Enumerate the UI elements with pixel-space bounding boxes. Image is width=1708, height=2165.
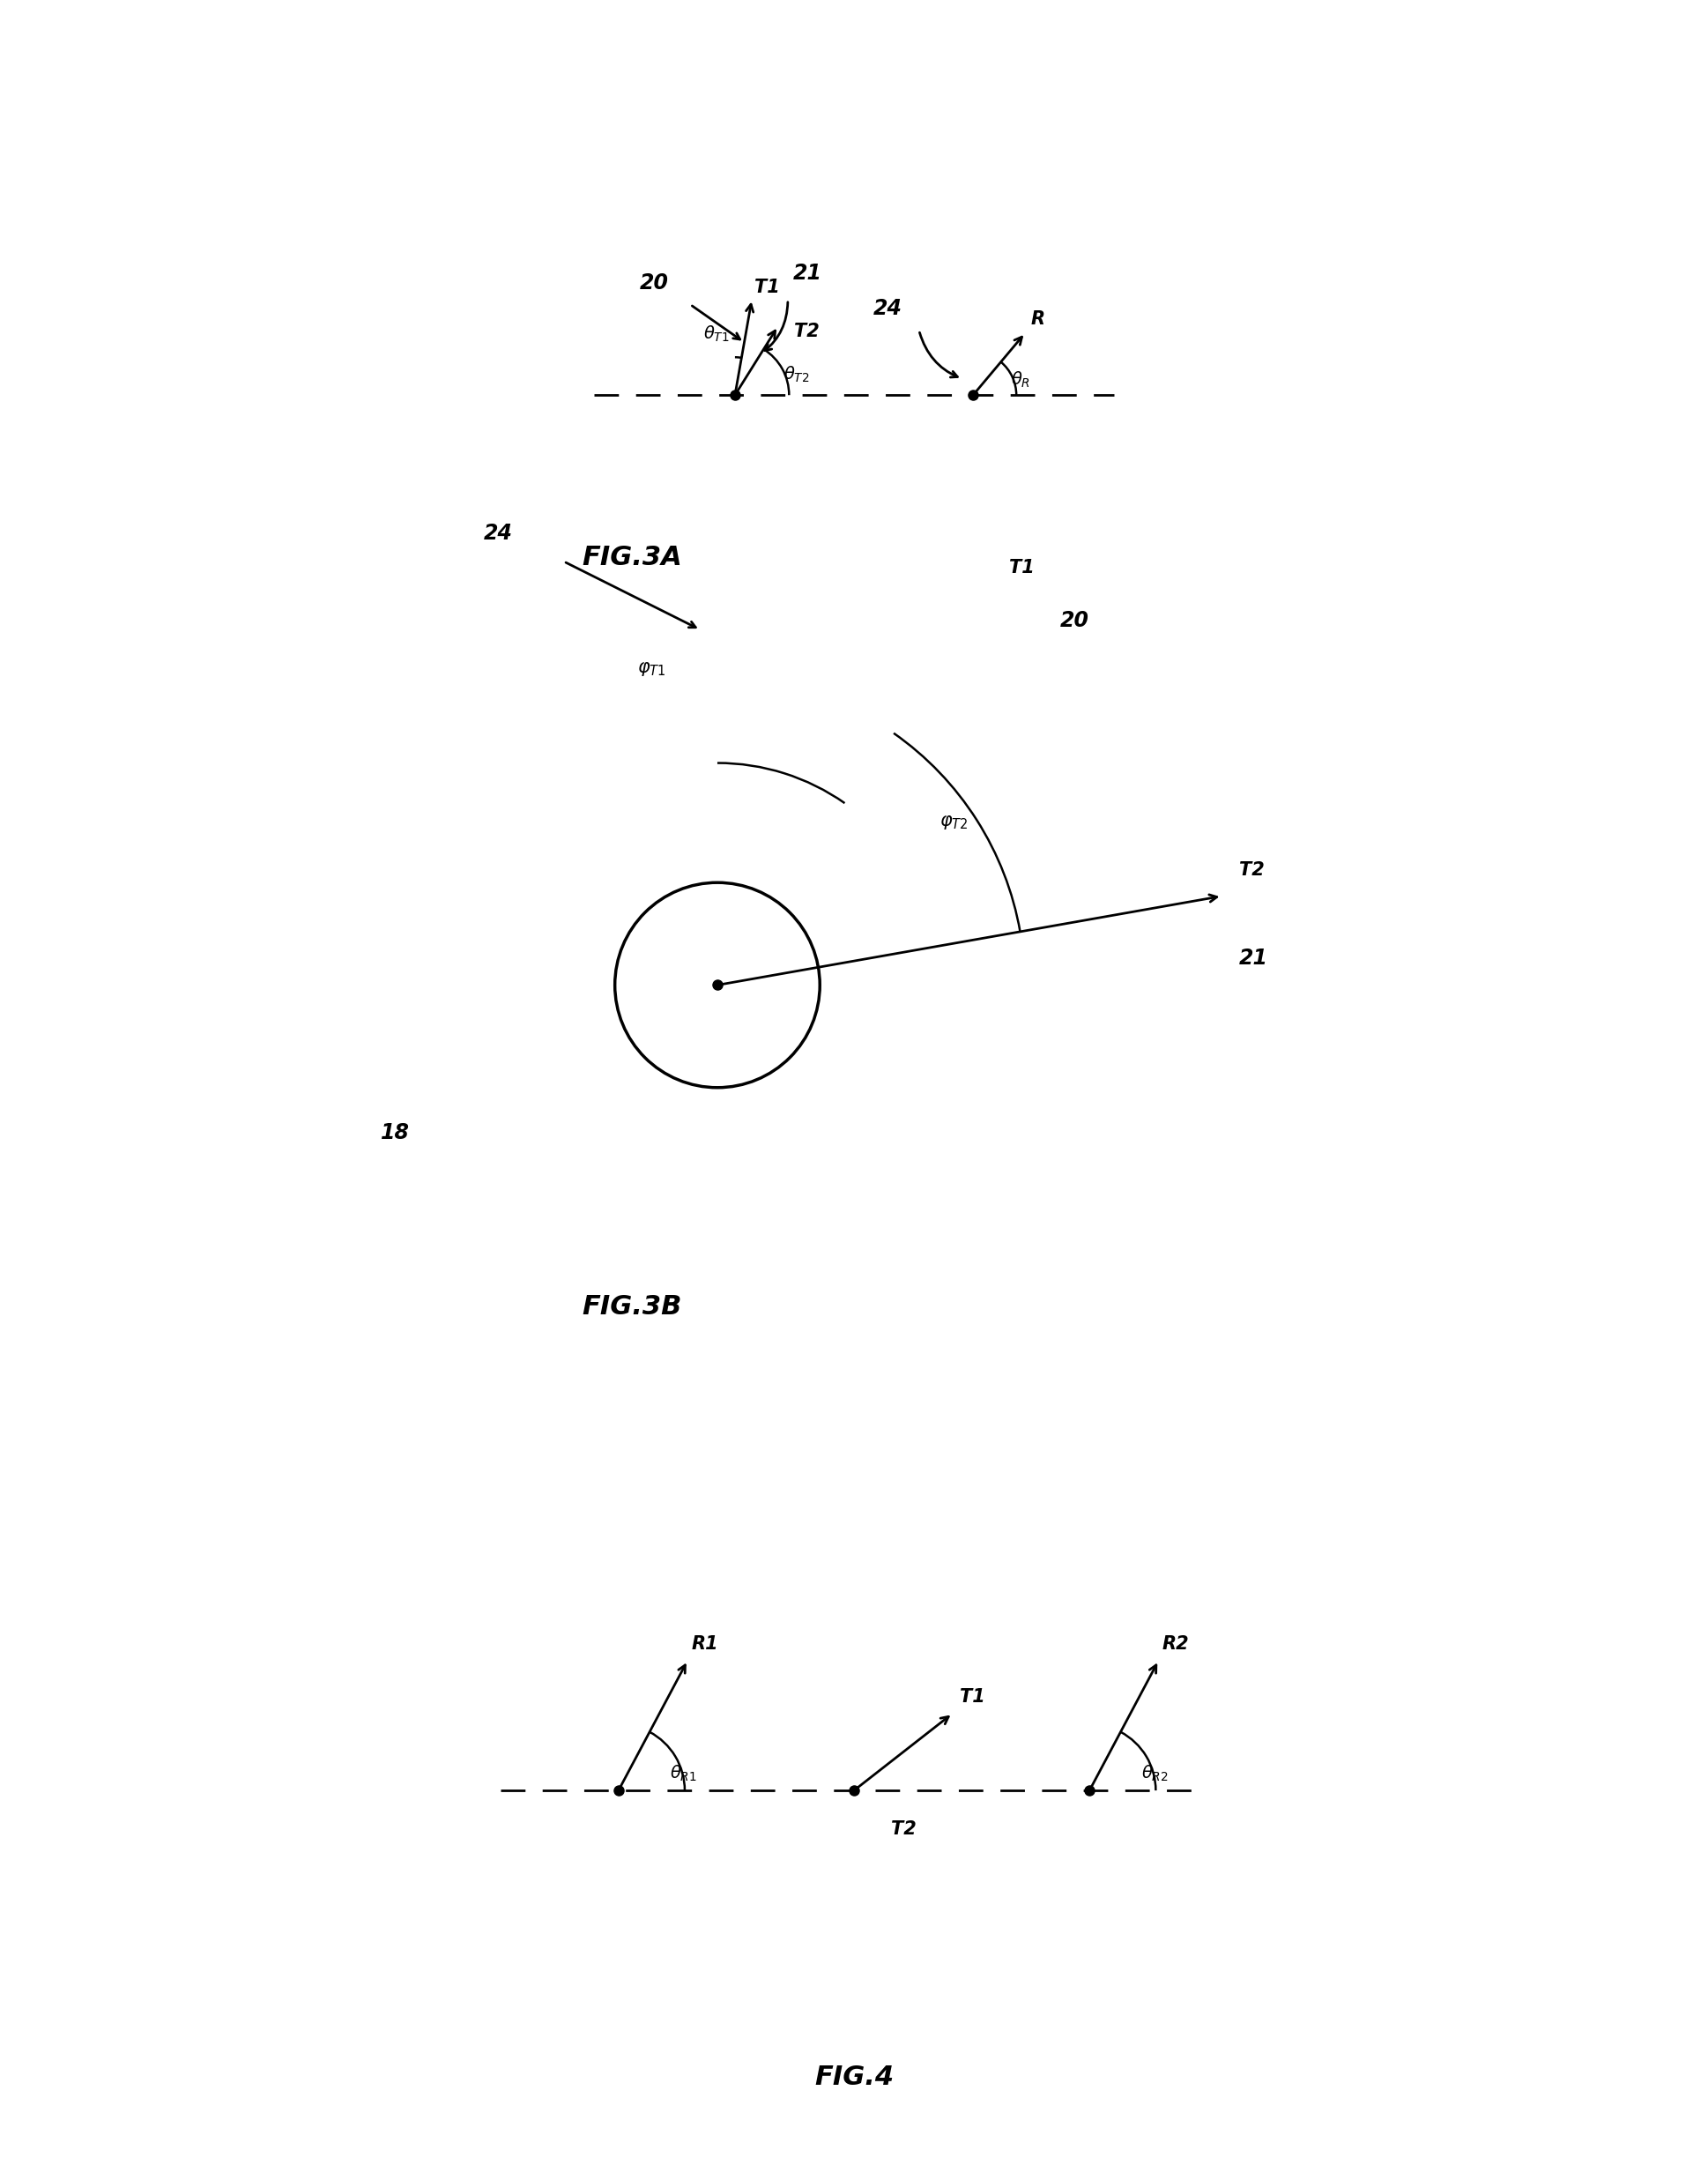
- Text: T2: T2: [890, 1821, 915, 1838]
- Text: FIG.4: FIG.4: [815, 2065, 893, 2091]
- Text: T1: T1: [960, 1689, 986, 1706]
- Text: R1: R1: [692, 1635, 719, 1654]
- Text: T2: T2: [794, 323, 820, 340]
- Text: R2: R2: [1161, 1635, 1189, 1654]
- Text: 21: 21: [793, 262, 822, 284]
- Text: $\varphi_{T1}$: $\varphi_{T1}$: [637, 660, 666, 678]
- Text: $\theta_{T1}$: $\theta_{T1}$: [704, 325, 729, 344]
- Text: T1: T1: [755, 279, 781, 297]
- Text: T1: T1: [1009, 559, 1033, 576]
- Text: $\theta_R$: $\theta_R$: [1011, 370, 1030, 390]
- Text: 18: 18: [381, 1121, 410, 1143]
- Text: FIG.3B: FIG.3B: [582, 1295, 681, 1318]
- Text: $\theta_{R1}$: $\theta_{R1}$: [670, 1764, 697, 1784]
- Text: 24: 24: [483, 524, 512, 543]
- Text: FIG.3A: FIG.3A: [582, 546, 681, 569]
- Text: $\varphi_{T2}$: $\varphi_{T2}$: [939, 814, 968, 831]
- Text: 24: 24: [873, 299, 904, 320]
- Text: R: R: [1030, 310, 1045, 327]
- Text: 20: 20: [639, 273, 668, 294]
- Text: T2: T2: [1238, 862, 1264, 879]
- Text: 20: 20: [1061, 611, 1090, 632]
- Text: 21: 21: [1238, 948, 1267, 968]
- Text: $\theta_{R2}$: $\theta_{R2}$: [1141, 1764, 1168, 1784]
- Text: $\theta_{T2}$: $\theta_{T2}$: [784, 364, 810, 385]
